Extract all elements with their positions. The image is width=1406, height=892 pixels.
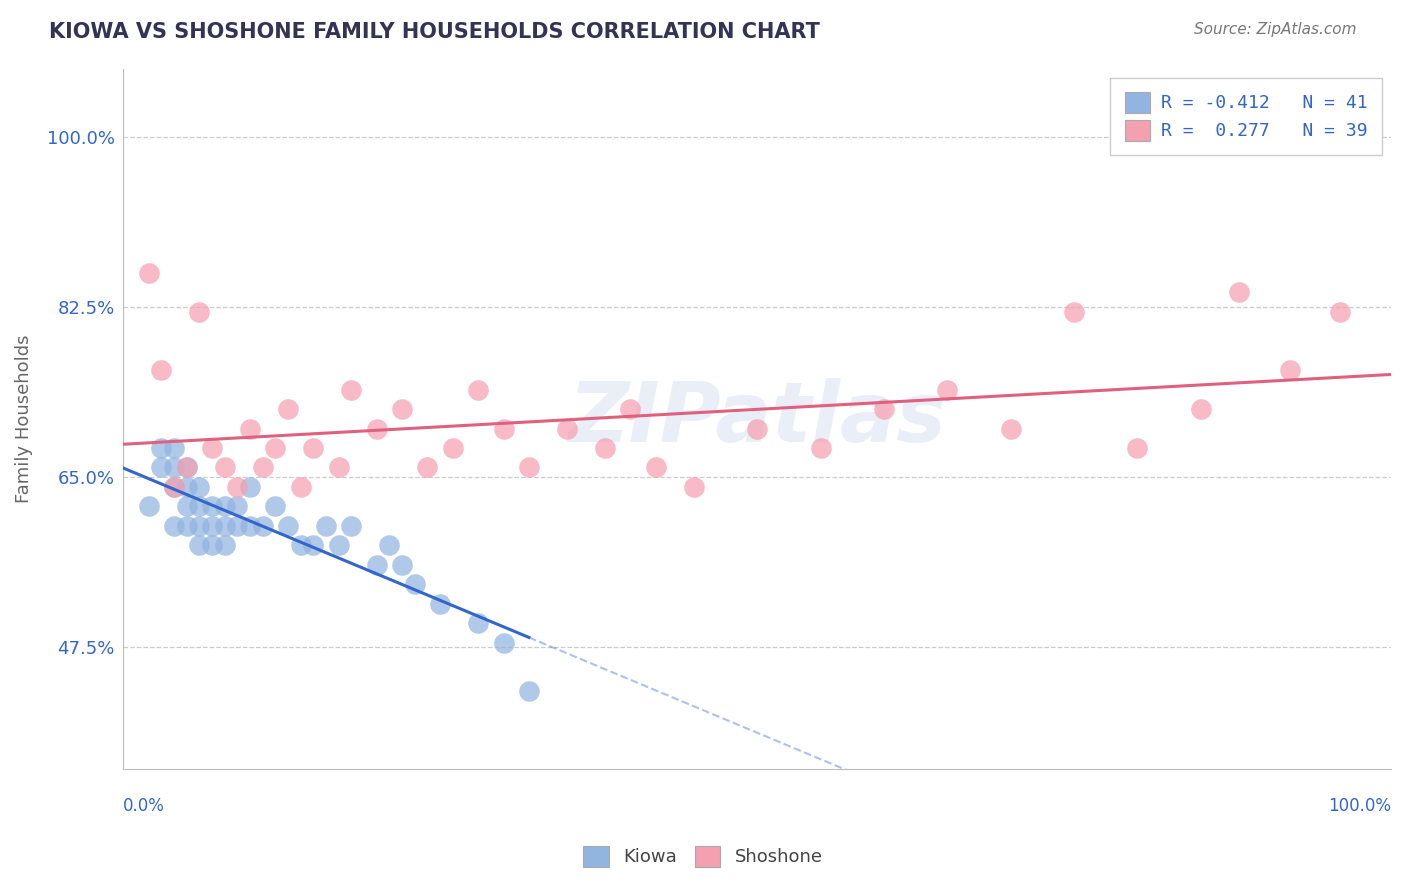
- Legend: Kiowa, Shoshone: Kiowa, Shoshone: [576, 838, 830, 874]
- Point: [188, 538, 211, 552]
- Point: [252, 519, 274, 533]
- Point: [188, 480, 211, 494]
- Point: [378, 538, 401, 552]
- Point: [1227, 285, 1250, 300]
- Point: [302, 441, 325, 455]
- Point: [290, 480, 312, 494]
- Point: [150, 363, 173, 377]
- Point: [467, 616, 489, 631]
- Point: [441, 441, 464, 455]
- Point: [1329, 305, 1351, 319]
- Point: [239, 480, 262, 494]
- Point: [264, 441, 287, 455]
- Point: [936, 383, 959, 397]
- Point: [1000, 421, 1022, 435]
- Point: [391, 558, 413, 572]
- Point: [1063, 305, 1085, 319]
- Point: [226, 480, 249, 494]
- Point: [163, 480, 186, 494]
- Point: [467, 383, 489, 397]
- Point: [201, 519, 224, 533]
- Point: [416, 460, 439, 475]
- Point: [176, 460, 198, 475]
- Point: [340, 383, 363, 397]
- Point: [492, 421, 515, 435]
- Point: [264, 500, 287, 514]
- Point: [176, 500, 198, 514]
- Point: [328, 460, 350, 475]
- Point: [138, 266, 160, 280]
- Point: [150, 460, 173, 475]
- Legend: R = -0.412   N = 41, R =  0.277   N = 39: R = -0.412 N = 41, R = 0.277 N = 39: [1111, 78, 1382, 155]
- Point: [1189, 402, 1212, 417]
- Point: [555, 421, 578, 435]
- Point: [277, 519, 299, 533]
- Text: KIOWA VS SHOSHONE FAMILY HOUSEHOLDS CORRELATION CHART: KIOWA VS SHOSHONE FAMILY HOUSEHOLDS CORR…: [49, 22, 820, 42]
- Text: Source: ZipAtlas.com: Source: ZipAtlas.com: [1194, 22, 1357, 37]
- Point: [214, 500, 236, 514]
- Point: [366, 558, 388, 572]
- Point: [315, 519, 337, 533]
- Text: ZIPatlas: ZIPatlas: [568, 378, 946, 459]
- Point: [163, 480, 186, 494]
- Point: [328, 538, 350, 552]
- Point: [404, 577, 426, 591]
- Point: [188, 519, 211, 533]
- Point: [176, 480, 198, 494]
- Point: [201, 500, 224, 514]
- Point: [163, 441, 186, 455]
- Point: [138, 500, 160, 514]
- Point: [682, 480, 704, 494]
- Point: [188, 305, 211, 319]
- Point: [163, 519, 186, 533]
- Point: [201, 538, 224, 552]
- Point: [176, 519, 198, 533]
- Point: [214, 538, 236, 552]
- Point: [340, 519, 363, 533]
- Point: [188, 500, 211, 514]
- Point: [214, 519, 236, 533]
- Point: [391, 402, 413, 417]
- Point: [429, 597, 451, 611]
- Point: [366, 421, 388, 435]
- Point: [239, 421, 262, 435]
- Point: [252, 460, 274, 475]
- Point: [201, 441, 224, 455]
- Point: [302, 538, 325, 552]
- Point: [163, 460, 186, 475]
- Point: [593, 441, 616, 455]
- Point: [619, 402, 641, 417]
- Point: [150, 441, 173, 455]
- Point: [873, 402, 896, 417]
- Point: [517, 684, 540, 698]
- Point: [239, 519, 262, 533]
- Point: [176, 460, 198, 475]
- Point: [517, 460, 540, 475]
- Point: [1126, 441, 1149, 455]
- Point: [644, 460, 666, 475]
- Point: [290, 538, 312, 552]
- Text: 100.0%: 100.0%: [1329, 797, 1391, 815]
- Y-axis label: Family Households: Family Households: [15, 334, 32, 503]
- Point: [745, 421, 768, 435]
- Point: [1278, 363, 1301, 377]
- Text: 0.0%: 0.0%: [124, 797, 165, 815]
- Point: [492, 635, 515, 649]
- Point: [226, 519, 249, 533]
- Point: [226, 500, 249, 514]
- Point: [277, 402, 299, 417]
- Point: [214, 460, 236, 475]
- Point: [810, 441, 832, 455]
